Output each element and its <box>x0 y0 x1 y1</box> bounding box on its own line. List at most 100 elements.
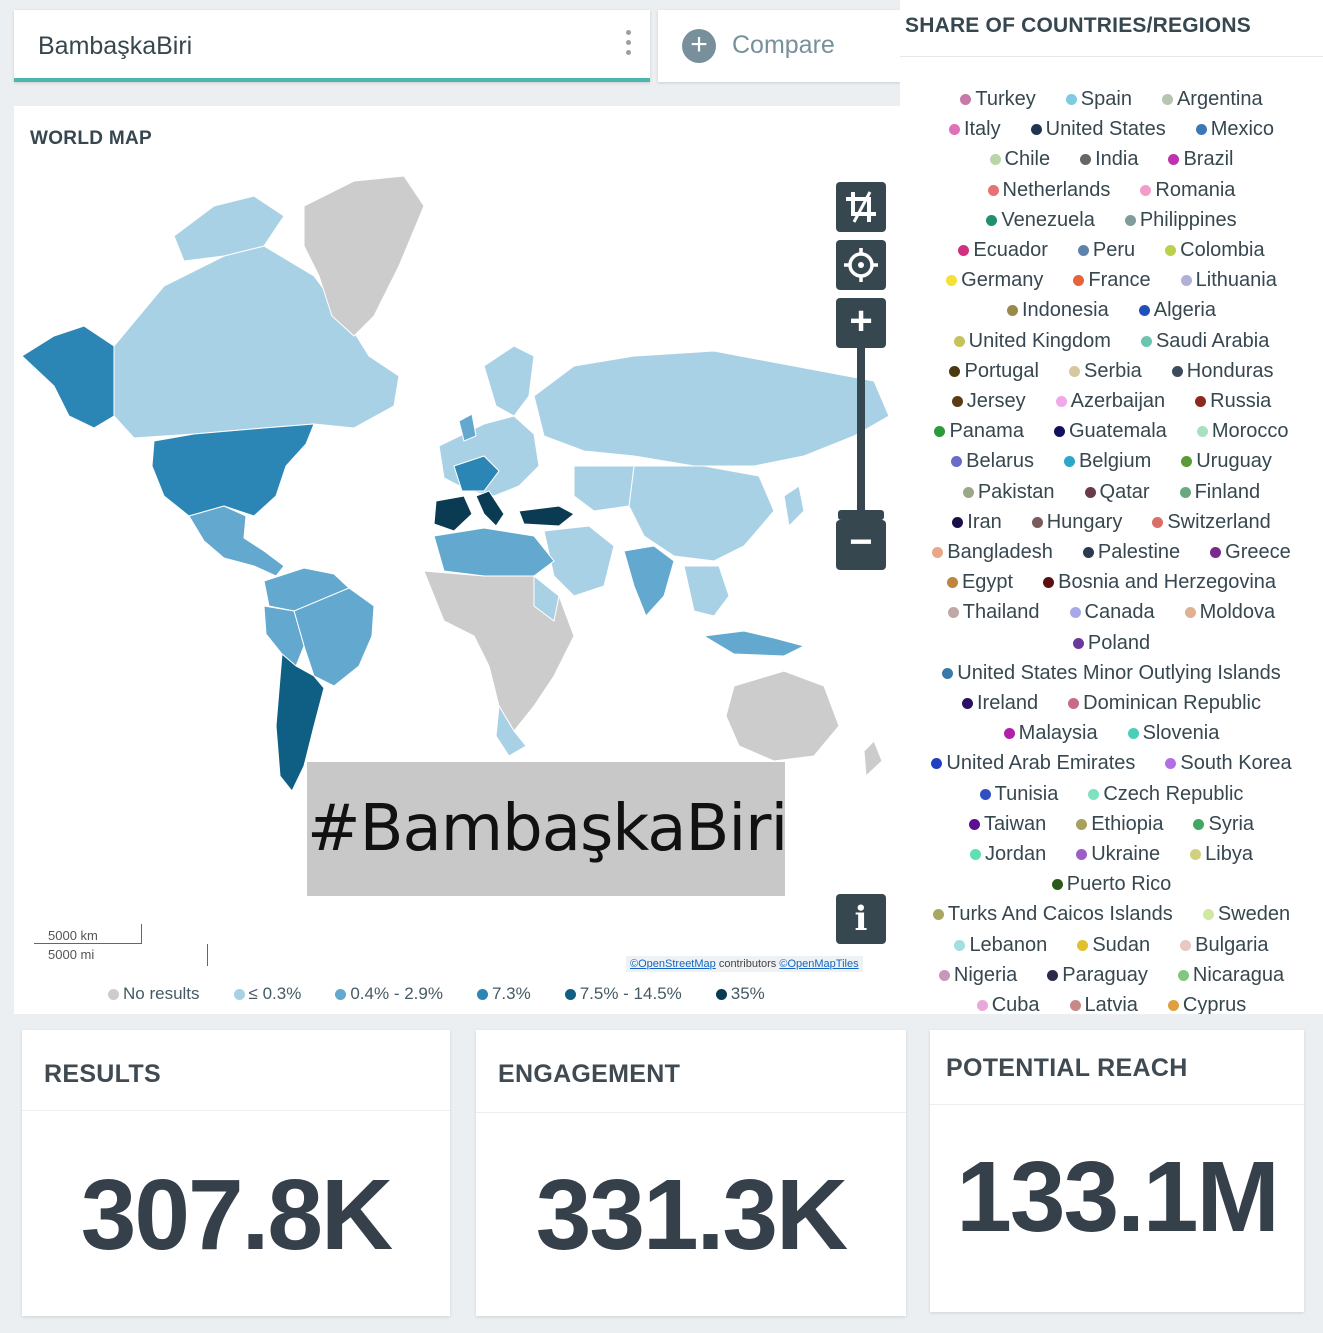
country-legend-item[interactable]: Latvia <box>1069 994 1138 1014</box>
compare-button[interactable]: + Compare <box>658 10 900 82</box>
country-legend-item[interactable]: Chile <box>989 148 1050 171</box>
zoom-out-button[interactable]: − <box>836 520 886 570</box>
country-color-dot <box>1047 969 1059 981</box>
country-legend-item[interactable]: Libya <box>1190 843 1253 866</box>
country-color-dot <box>1202 909 1214 921</box>
country-legend-item[interactable]: Nigeria <box>938 964 1017 987</box>
country-legend-item[interactable]: Pakistan <box>962 481 1055 504</box>
country-legend-item[interactable]: Palestine <box>1082 541 1180 564</box>
country-legend-item[interactable]: Argentina <box>1161 88 1263 111</box>
country-legend-item[interactable]: Qatar <box>1084 481 1150 504</box>
country-legend-item[interactable]: Netherlands <box>987 179 1110 202</box>
country-legend-item[interactable]: Jersey <box>951 390 1026 413</box>
country-legend-item[interactable]: Peru <box>1077 239 1135 262</box>
country-legend-item[interactable]: Belgium <box>1063 450 1151 473</box>
more-options-icon[interactable] <box>624 30 632 60</box>
zoom-in-button[interactable]: + <box>836 298 886 348</box>
country-legend-item[interactable]: Syria <box>1193 813 1254 836</box>
country-legend-item[interactable]: Puerto Rico <box>1051 873 1171 896</box>
country-legend-item[interactable]: Morocco <box>1196 420 1289 443</box>
country-legend-item[interactable]: Lithuania <box>1180 269 1277 292</box>
country-legend-item[interactable]: Moldova <box>1184 601 1275 624</box>
country-legend-item[interactable]: Sweden <box>1202 903 1290 926</box>
country-color-dot <box>938 969 950 981</box>
country-legend-item[interactable]: United States Minor Outlying Islands <box>942 662 1281 685</box>
country-legend-item[interactable]: Turks And Caicos Islands <box>932 903 1173 926</box>
country-legend-item[interactable]: Germany <box>946 269 1043 292</box>
country-legend-item[interactable]: Poland <box>1072 632 1150 655</box>
country-legend-item[interactable]: Nicaragua <box>1177 964 1284 987</box>
country-legend-item[interactable]: United States <box>1030 118 1166 141</box>
region-brazil <box>293 587 375 687</box>
country-legend-item[interactable]: Hungary <box>1031 511 1122 534</box>
country-legend-item[interactable]: Iran <box>952 511 1002 534</box>
country-legend-item[interactable]: Switzerland <box>1152 511 1271 534</box>
search-query[interactable]: BambaşkaBiri <box>38 32 193 60</box>
country-legend-item[interactable]: Dominican Republic <box>1068 692 1261 715</box>
country-legend-item[interactable]: Malaysia <box>1003 722 1098 745</box>
country-legend-item[interactable]: Mexico <box>1195 118 1274 141</box>
country-legend-item[interactable]: United Kingdom <box>953 330 1111 353</box>
country-legend-item[interactable]: Russia <box>1195 390 1271 413</box>
info-icon[interactable]: i <box>836 894 886 944</box>
country-legend-item[interactable]: Tunisia <box>979 783 1058 806</box>
country-legend-item[interactable]: Egypt <box>946 571 1013 594</box>
country-legend-item[interactable]: Algeria <box>1138 299 1216 322</box>
country-legend-item[interactable]: Bangladesh <box>932 541 1053 564</box>
country-legend-item[interactable]: Ecuador <box>958 239 1048 262</box>
country-name: Syria <box>1208 812 1255 835</box>
country-legend-item[interactable]: Greece <box>1210 541 1291 564</box>
country-legend-item[interactable]: Thailand <box>947 601 1040 624</box>
country-legend-item[interactable]: Portugal <box>949 360 1039 383</box>
country-legend-item[interactable]: Romania <box>1140 179 1235 202</box>
country-legend-item[interactable]: Brazil <box>1168 148 1233 171</box>
country-legend-item[interactable]: Taiwan <box>968 813 1046 836</box>
country-legend-item[interactable]: Ireland <box>961 692 1038 715</box>
country-legend-item[interactable]: Czech Republic <box>1088 783 1243 806</box>
country-legend-item[interactable]: Jordan <box>970 843 1046 866</box>
country-color-dot <box>1127 728 1139 740</box>
country-legend-item[interactable]: Canada <box>1069 601 1155 624</box>
country-legend-item[interactable]: Honduras <box>1171 360 1274 383</box>
country-legend-item[interactable]: Spain <box>1065 88 1132 111</box>
country-legend-item[interactable]: Guatemala <box>1053 420 1167 443</box>
world-map[interactable] <box>14 166 894 806</box>
country-legend-item[interactable]: Ethiopia <box>1076 813 1163 836</box>
country-legend-item[interactable]: Bosnia and Herzegovina <box>1043 571 1276 594</box>
country-legend-item[interactable]: Philippines <box>1124 209 1237 232</box>
country-legend-item[interactable]: Lebanon <box>954 934 1047 957</box>
country-legend-item[interactable]: United Arab Emirates <box>931 752 1135 775</box>
country-legend-item[interactable]: Italy <box>948 118 1001 141</box>
zoom-slider-handle[interactable] <box>838 510 884 520</box>
country-legend-item[interactable]: Slovenia <box>1127 722 1219 745</box>
country-legend-item[interactable]: Turkey <box>960 88 1036 111</box>
country-name: Jersey <box>966 390 1026 412</box>
country-legend-item[interactable]: France <box>1073 269 1151 292</box>
country-legend-item[interactable]: Saudi Arabia <box>1140 330 1269 353</box>
locate-target-icon[interactable] <box>836 240 886 290</box>
country-legend-item[interactable]: Ukraine <box>1076 843 1160 866</box>
country-legend-item[interactable]: Bulgaria <box>1180 934 1269 957</box>
country-legend-item[interactable]: Finland <box>1179 481 1260 504</box>
openmaptiles-link[interactable]: ©OpenMapTiles <box>779 958 859 970</box>
country-legend-item[interactable]: Serbia <box>1068 360 1142 383</box>
osm-link[interactable]: ©OpenStreetMap <box>630 958 716 970</box>
country-legend-item[interactable]: Paraguay <box>1047 964 1148 987</box>
crop-icon[interactable] <box>836 182 886 232</box>
country-legend-item[interactable]: Cyprus <box>1167 994 1246 1014</box>
country-legend-item[interactable]: Indonesia <box>1006 299 1109 322</box>
country-legend-item[interactable]: South Korea <box>1165 752 1292 775</box>
country-legend-item[interactable]: Colombia <box>1165 239 1265 262</box>
country-legend-item[interactable]: Cuba <box>976 994 1040 1014</box>
country-legend-item[interactable]: Azerbaijan <box>1055 390 1165 413</box>
country-name: Lithuania <box>1195 269 1277 292</box>
search-bar[interactable]: BambaşkaBiri <box>14 10 650 82</box>
country-legend-item[interactable]: Sudan <box>1077 934 1150 957</box>
country-legend-item[interactable]: Uruguay <box>1181 450 1272 473</box>
country-legend-item[interactable]: Venezuela <box>986 209 1095 232</box>
country-row: Malaysia Slovenia <box>900 722 1323 745</box>
country-legend-item[interactable]: Belarus <box>951 450 1034 473</box>
country-legend-item[interactable]: Panama <box>934 420 1024 443</box>
zoom-slider-track[interactable] <box>857 348 865 516</box>
country-legend-item[interactable]: India <box>1080 148 1138 171</box>
